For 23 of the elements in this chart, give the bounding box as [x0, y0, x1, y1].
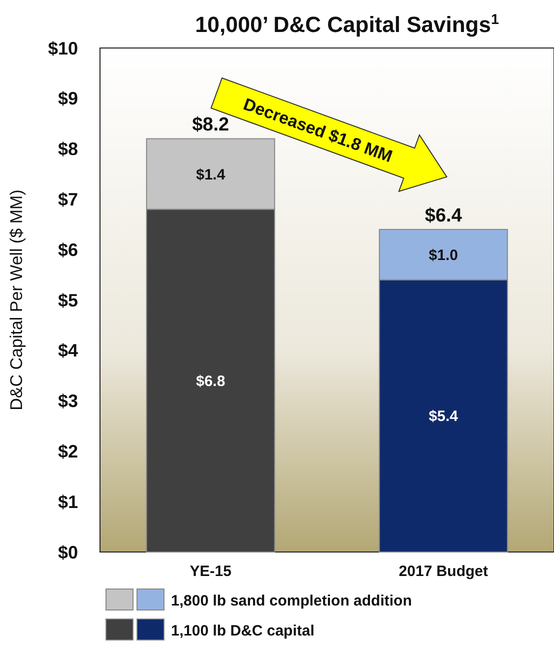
legend-label: 1,800 lb sand completion addition [171, 592, 412, 610]
total-label: $6.4 [424, 205, 462, 226]
data-label: $6.8 [196, 372, 226, 390]
y-tick-label: $0 [58, 542, 78, 562]
y-tick-label: $8 [58, 139, 78, 160]
y-tick-label: $2 [58, 442, 78, 462]
total-label: $8.2 [192, 114, 230, 136]
y-tick-label: $7 [58, 190, 78, 210]
y-axis-title: D&C Capital Per Well ($ MM) [7, 190, 26, 410]
y-tick-label: $5 [58, 290, 78, 310]
data-label: $5.4 [428, 408, 459, 426]
y-tick-label: $1 [58, 492, 78, 512]
legend-label: 1,100 lb D&C capital [171, 622, 314, 640]
y-tick-label: $10 [48, 38, 78, 58]
chart-title: 10,000’ D&C Capital Savings$^{1}$ [195, 12, 499, 37]
x-tick-label: 2017 Budget [398, 563, 488, 580]
y-tick-label: $6 [58, 240, 78, 260]
y-tick-label: $9 [58, 88, 78, 109]
y-tick-label: $3 [58, 391, 78, 412]
x-tick-label: YE-15 [190, 563, 232, 580]
data-label: $1.4 [196, 166, 226, 184]
y-tick-label: $4 [58, 340, 78, 361]
data-label: $1.0 [428, 246, 458, 264]
